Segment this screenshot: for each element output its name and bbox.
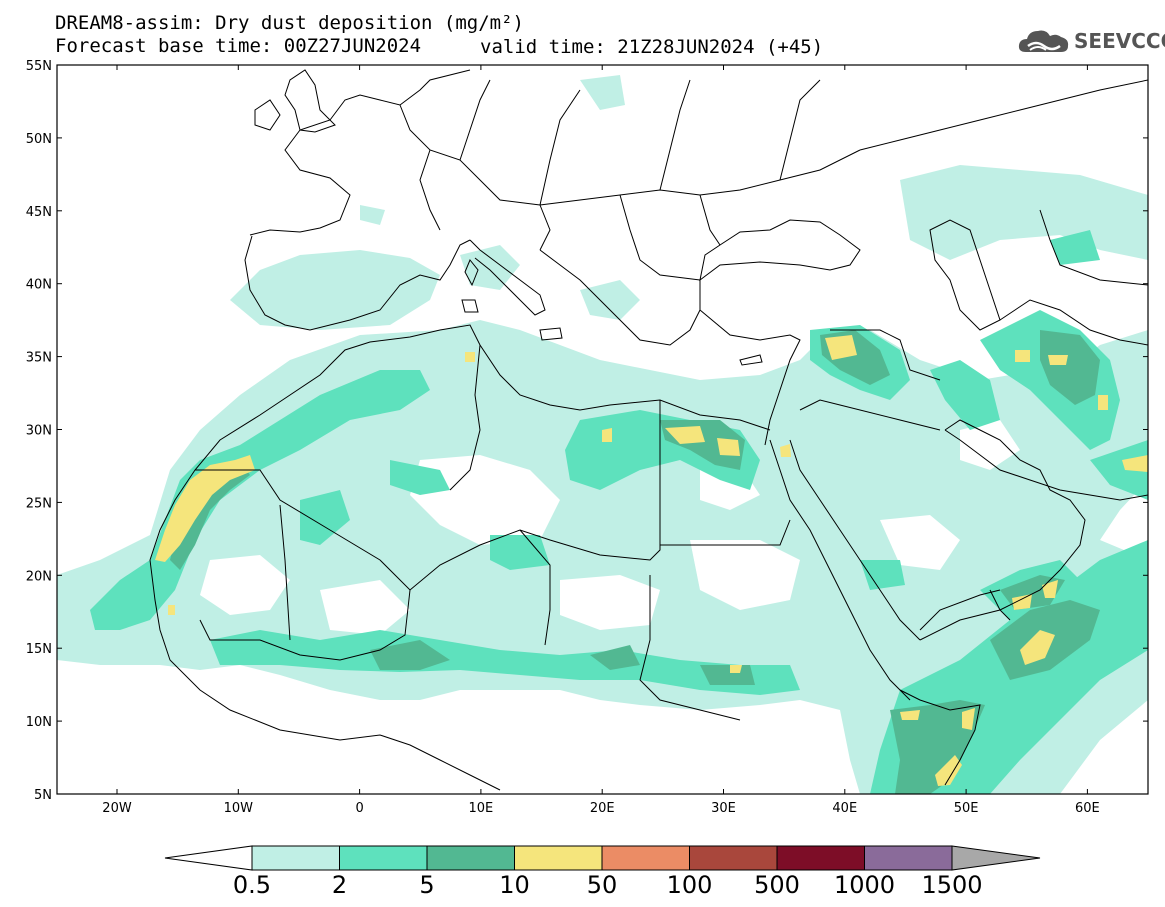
colorbar-label: 1000 <box>834 871 895 899</box>
colorbar-label: 5 <box>419 871 434 899</box>
lat-label: 30N <box>26 424 52 439</box>
forecast-base-time: Forecast base time: 00Z27JUN2024 <box>55 35 422 57</box>
colorbar: 0.5 2 5 10 50 100 500 1000 1500 <box>164 845 1041 899</box>
lat-label: 50N <box>26 132 52 147</box>
colorbar-swatch <box>601 845 690 871</box>
dust-deposition-field <box>57 75 1148 794</box>
colorbar-label: 500 <box>754 871 800 899</box>
lon-label: 40E <box>832 801 857 816</box>
contour-level-4 <box>155 335 1148 786</box>
colorbar-swatch <box>864 845 953 871</box>
colorbar-label: 100 <box>667 871 713 899</box>
lat-label: 5N <box>34 788 52 803</box>
lat-label: 10N <box>26 715 52 730</box>
lat-label: 35N <box>26 351 52 366</box>
latitude-axis: 55N 50N 45N 40N 35N 30N 25N 20N 15N 10N 5N <box>26 59 1148 803</box>
colorbar-label: 2 <box>332 871 347 899</box>
colorbar-swatch <box>426 845 515 871</box>
lat-label: 25N <box>26 496 52 511</box>
colorbar-under-arrow <box>164 845 253 871</box>
colorbar-swatch <box>339 845 428 871</box>
colorbar-over-arrow <box>951 845 1041 871</box>
lon-label: 20E <box>590 801 615 816</box>
lat-label: 45N <box>26 205 52 220</box>
valid-time: valid time: 21Z28JUN2024 (+45) <box>480 36 824 58</box>
map-title: DREAM8-assim: Dry dust deposition (mg/m²… <box>55 12 524 34</box>
colorbar-label: 1500 <box>921 871 982 899</box>
colorbar-label: 10 <box>499 871 530 899</box>
lon-label: 0 <box>355 801 363 816</box>
lat-label: 15N <box>26 642 52 657</box>
colorbar-swatch <box>776 845 865 871</box>
lat-label: 20N <box>26 569 52 584</box>
seevccc-logo: SEEVCCC <box>1018 26 1165 56</box>
colorbar-swatch <box>689 845 778 871</box>
colorbar-swatch <box>251 845 340 871</box>
longitude-axis: 20W 10W 0 10E 20E 30E 40E 50E 60E <box>102 65 1100 816</box>
lon-label: 60E <box>1075 801 1100 816</box>
colorbar-label: 50 <box>587 871 618 899</box>
coastlines-borders <box>149 69 1148 791</box>
lat-label: 40N <box>26 278 52 293</box>
lon-label: 30E <box>711 801 736 816</box>
colorbar-label: 0.5 <box>233 871 271 899</box>
colorbar-swatch <box>514 845 603 871</box>
lon-label: 20W <box>102 801 132 816</box>
lon-label: 50E <box>954 801 979 816</box>
contour-holes <box>200 420 1020 635</box>
lon-label: 10E <box>469 801 494 816</box>
logo-text: SEEVCCC <box>1074 29 1165 53</box>
cloud-icon <box>1018 30 1069 52</box>
lat-label: 55N <box>26 59 52 74</box>
lon-label: 10W <box>224 801 254 816</box>
